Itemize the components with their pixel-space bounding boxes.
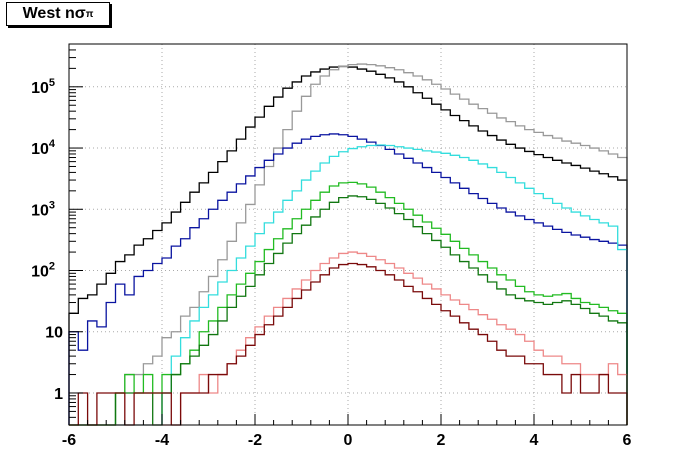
x-tick-label: 6 bbox=[623, 432, 632, 449]
y-tick-base: 10 bbox=[31, 202, 49, 219]
y-tick-label: 104 bbox=[31, 138, 56, 158]
y-tick-label: 103 bbox=[31, 199, 55, 219]
y-tick-label: 10 bbox=[45, 325, 63, 342]
y-tick-label: 1 bbox=[54, 386, 63, 403]
histogram-series-1 bbox=[69, 63, 628, 426]
x-tick-label: 0 bbox=[344, 432, 353, 449]
chart-title-symbol: σ bbox=[74, 5, 86, 22]
y-tick-exponent: 5 bbox=[49, 77, 55, 89]
x-axis: -6 -4 -2 0 2 4 6 bbox=[62, 414, 632, 449]
x-tick-label: -6 bbox=[62, 432, 76, 449]
y-tick-exponent: 3 bbox=[49, 199, 55, 211]
x-tick-label: -4 bbox=[155, 432, 169, 449]
x-tick-label: -2 bbox=[248, 432, 262, 449]
x-tick-label: 2 bbox=[437, 432, 446, 449]
histogram-series-3 bbox=[69, 144, 628, 426]
series-group bbox=[68, 63, 628, 426]
y-tick-exponent: 4 bbox=[49, 138, 56, 150]
y-tick-label: 105 bbox=[31, 77, 55, 97]
histogram-series-2 bbox=[68, 133, 628, 425]
x-tick-label: 4 bbox=[530, 432, 539, 449]
histogram-series-5 bbox=[69, 195, 628, 426]
chart-title-subscript: π bbox=[85, 8, 94, 20]
y-tick-exponent: 2 bbox=[49, 261, 55, 273]
y-tick-label: 102 bbox=[31, 261, 55, 281]
y-tick-base: 10 bbox=[45, 325, 63, 342]
y-tick-base: 1 bbox=[54, 386, 63, 403]
y-tick-base: 10 bbox=[31, 141, 49, 158]
y-tick-base: 10 bbox=[31, 80, 49, 97]
chart-title-main: West n bbox=[22, 5, 75, 22]
y-tick-base: 10 bbox=[31, 264, 49, 281]
